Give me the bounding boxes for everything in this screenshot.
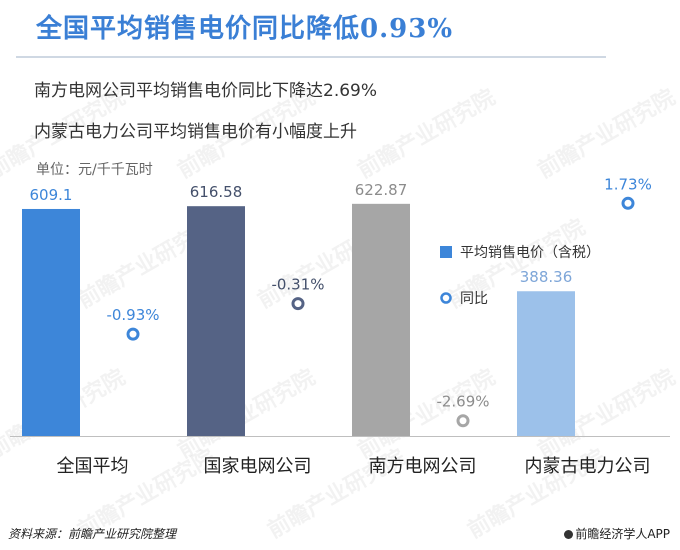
unit-label: 单位：元/千千瓦时	[36, 162, 153, 178]
bar-3	[517, 291, 575, 436]
watermark-text: 前瞻产业研究院	[533, 84, 679, 184]
brand-logo-icon	[564, 530, 574, 539]
legend-label-bar: 平均销售电价（含税）	[460, 245, 600, 261]
legend-bar-swatch	[440, 246, 452, 258]
watermark-text: 前瞻产业研究院	[353, 84, 499, 184]
brand-credit: 前瞻经济学人APP	[564, 525, 670, 542]
x-tick-label-1: 国家电网公司	[204, 456, 312, 477]
title-divider	[16, 56, 606, 58]
pct-marker-0	[126, 327, 140, 341]
bar-value-label-3: 388.36	[520, 268, 573, 286]
bar-value-label-0: 609.1	[30, 186, 73, 204]
pct-value-label-2: -2.69%	[436, 393, 489, 411]
x-tick-label-2: 南方电网公司	[369, 456, 477, 477]
pct-value-label-3: 1.73%	[604, 175, 652, 193]
subtitle-inner-mongolia: 内蒙古电力公司平均销售电价有小幅度上升	[34, 122, 357, 142]
bar-value-label-2: 622.87	[355, 181, 408, 199]
bar-value-label-1: 616.58	[190, 183, 243, 201]
watermark-text: 前瞻产业研究院	[173, 84, 319, 184]
page-title: 全国平均销售电价同比降低0.93%	[36, 14, 454, 44]
watermark-text: 前瞻产业研究院	[0, 84, 130, 184]
bar-1	[187, 206, 245, 436]
legend-label-pct: 同比	[460, 291, 488, 307]
bar-0	[22, 208, 80, 436]
x-tick-label-0: 全国平均	[57, 456, 129, 477]
pct-value-label-0: -0.93%	[106, 306, 159, 324]
subtitle-southern-grid: 南方电网公司平均销售电价同比下降达2.69%	[34, 81, 378, 101]
pct-marker-2	[456, 414, 470, 428]
x-tick-label-3: 内蒙古电力公司	[525, 456, 651, 477]
pct-value-label-1: -0.31%	[271, 276, 324, 294]
bar-2	[352, 203, 410, 436]
legend-ring-swatch	[440, 292, 452, 304]
pct-marker-3	[621, 196, 635, 210]
pct-marker-1	[291, 297, 305, 311]
source-note: 资料来源：前瞻产业研究院整理	[8, 527, 177, 541]
brand-text: 前瞻经济学人APP	[575, 527, 670, 541]
